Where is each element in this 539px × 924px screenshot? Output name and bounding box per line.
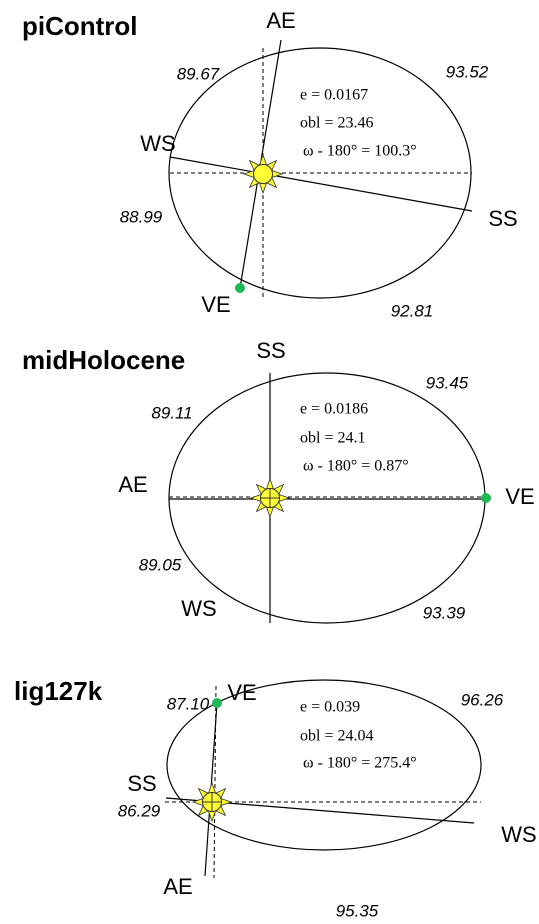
season-label: SS [488,206,517,231]
orbit-param: obl = 24.1 [300,430,365,447]
equinox-dot [481,493,491,503]
orbit-param: ω - 180° = 100.3° [303,143,417,160]
season-label: SS [127,771,156,796]
panel-title: midHolocene [22,345,185,375]
orbit-param: obl = 23.46 [300,115,373,132]
season-label: AE [118,472,147,497]
sun [253,164,273,184]
orbit [166,679,482,851]
season-label: VE [227,680,256,705]
season-length: 95.35 [336,901,379,920]
season-length: 93.45 [426,373,469,392]
orbit-param: ω - 180° = 0.87° [303,458,409,475]
season-length: 96.26 [461,690,504,709]
orbit-param: e = 0.0186 [300,401,368,418]
season-label: VE [505,484,534,509]
season-label: VE [201,292,230,317]
equinox-dot [235,283,245,293]
season-label: AE [266,8,295,33]
orbit-param: e = 0.0167 [300,87,368,104]
season-length: 87.10 [167,694,210,713]
season-line [169,156,473,212]
season-length: 89.67 [177,64,220,83]
orbit-param: ω - 180° = 275.4° [303,755,417,772]
panel-title: piControl [22,11,138,41]
orbit-param: e = 0.039 [300,699,360,716]
season-length: 93.39 [423,603,466,622]
season-label: WS [501,822,536,847]
season-label: SS [256,338,285,363]
season-length: 93.52 [446,62,489,81]
season-label: WS [181,596,216,621]
season-length: 89.11 [151,403,192,422]
panel-title: lig127k [14,676,103,706]
season-label: WS [140,131,175,156]
season-length: 86.29 [118,801,161,820]
season-length: 92.81 [391,301,434,320]
season-label: AE [163,874,192,899]
equinox-dot [212,698,222,708]
season-length: 88.99 [120,207,163,226]
orbit-param: obl = 24.04 [300,728,373,745]
season-length: 89.05 [139,555,182,574]
